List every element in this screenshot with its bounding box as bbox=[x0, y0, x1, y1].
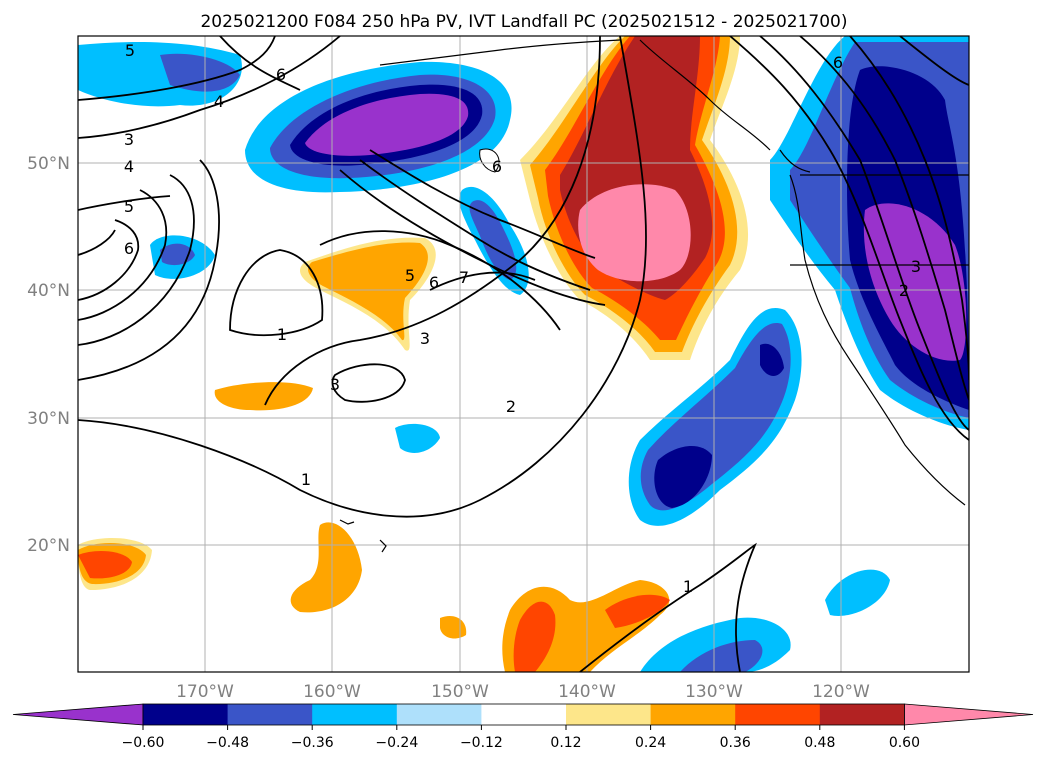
lon-label: 120°W bbox=[812, 682, 870, 702]
lat-label: 40°N bbox=[27, 281, 70, 301]
colorbar-extend-high bbox=[904, 703, 1034, 726]
contour-label: 3 bbox=[124, 130, 134, 149]
contour-label: 1 bbox=[277, 325, 287, 344]
contour-label: 3 bbox=[330, 375, 340, 394]
colorbar: −0.60 −0.48 −0.36 −0.24 −0.12 0.12 0.24 0.36 0.4… bbox=[12, 703, 1034, 751]
colorbar-cell bbox=[819, 704, 905, 725]
contour-label: 5 bbox=[124, 197, 134, 216]
colorbar-tick-label: 0.60 bbox=[889, 735, 920, 751]
lon-label: 170°W bbox=[176, 682, 234, 702]
contour-label: 3 bbox=[911, 257, 921, 276]
contour-label: 6 bbox=[492, 157, 502, 176]
colorbar-cell bbox=[312, 704, 398, 725]
colorbar-tick-label: 0.36 bbox=[720, 735, 751, 751]
map-frame bbox=[77, 35, 970, 673]
colorbar-cells bbox=[12, 703, 1034, 726]
colorbar-cell bbox=[227, 704, 313, 725]
contour-label: 2 bbox=[899, 281, 909, 300]
contour-label: 5 bbox=[125, 41, 135, 60]
colorbar-extend-low bbox=[12, 703, 144, 726]
colorbar-tick-label: 0.12 bbox=[550, 735, 581, 751]
colorbar-cell bbox=[566, 704, 652, 725]
lat-label: 30°N bbox=[27, 409, 70, 429]
contour-label: 6 bbox=[429, 273, 439, 292]
contour-labels: 5 6 4 3 4 5 6 6 7 5 6 3 1 3 2 1 1 6 3 2 bbox=[124, 41, 921, 596]
colorbar-tick-label: 0.48 bbox=[804, 735, 835, 751]
colorbar-frame bbox=[142, 703, 905, 726]
lon-label: 150°W bbox=[431, 682, 489, 702]
lon-label: 130°W bbox=[685, 682, 743, 702]
contour-label: 2 bbox=[506, 397, 516, 416]
colorbar-cell bbox=[481, 704, 567, 725]
lon-label: 140°W bbox=[558, 682, 616, 702]
latitude-labels: 50°N 40°N 30°N 20°N bbox=[27, 154, 70, 556]
colorbar-tick-label: −0.60 bbox=[122, 735, 165, 751]
contour-label: 6 bbox=[833, 53, 843, 72]
figure-title: 2025021200 F084 250 hPa PV, IVT Landfall… bbox=[200, 12, 847, 32]
contour-label: 6 bbox=[124, 239, 134, 258]
ivt-contours bbox=[78, 36, 969, 672]
colorbar-cell bbox=[396, 704, 482, 725]
colorbar-tick-label: −0.24 bbox=[375, 735, 418, 751]
colorbar-tick-label: −0.48 bbox=[206, 735, 249, 751]
contour-label: 7 bbox=[459, 268, 469, 287]
coastlines bbox=[339, 39, 969, 553]
lon-label: 160°W bbox=[303, 682, 361, 702]
contour-label: 4 bbox=[214, 92, 224, 111]
colorbar-cell bbox=[650, 704, 736, 725]
colorbar-cell bbox=[143, 704, 229, 725]
map-panel: 5 6 4 3 4 5 6 6 7 5 6 3 1 3 2 1 1 6 3 2 bbox=[77, 35, 970, 673]
colorbar-tick-label: −0.12 bbox=[460, 735, 503, 751]
colorbar-cell bbox=[735, 704, 821, 725]
pv-field-shading bbox=[78, 36, 969, 672]
contour-label: 4 bbox=[124, 157, 134, 176]
lat-label: 20°N bbox=[27, 536, 70, 556]
longitude-labels: 170°W 160°W 150°W 140°W 130°W 120°W bbox=[176, 682, 870, 702]
lat-label: 50°N bbox=[27, 154, 70, 174]
contour-label: 6 bbox=[276, 65, 286, 84]
contour-label: 1 bbox=[683, 577, 693, 596]
colorbar-tick-label: 0.24 bbox=[635, 735, 666, 751]
colorbar-ticks: −0.60 −0.48 −0.36 −0.24 −0.12 0.12 0.24 0.36 0.4… bbox=[122, 725, 920, 751]
colorbar-tick-label: −0.36 bbox=[291, 735, 334, 751]
contour-label: 5 bbox=[405, 266, 415, 285]
contour-label: 1 bbox=[301, 470, 311, 489]
contour-label: 3 bbox=[420, 329, 430, 348]
